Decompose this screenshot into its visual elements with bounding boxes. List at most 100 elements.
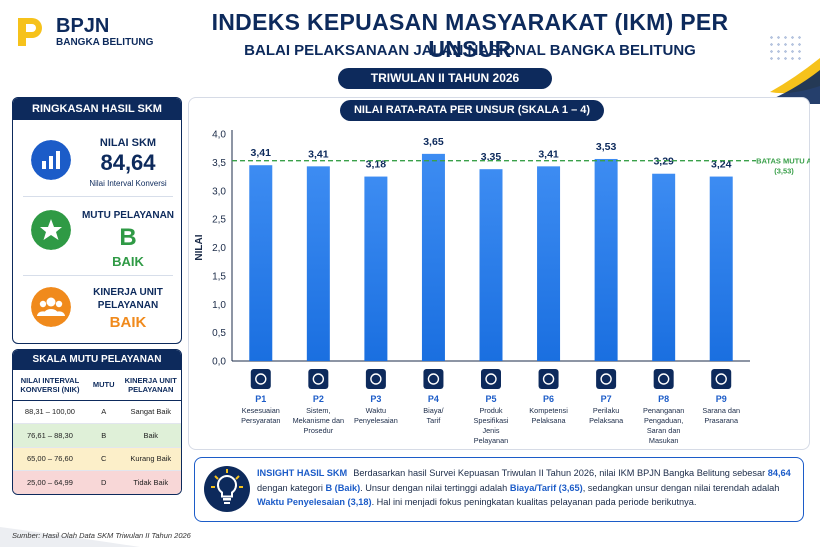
summary-heading: RINGKASAN HASIL SKM [13, 98, 181, 120]
category-name: Jenis [482, 426, 499, 435]
category-name: Pengaduan, [644, 416, 683, 425]
clock-icon [365, 369, 386, 389]
users-icon [31, 287, 71, 327]
scale-table: NILAI INTERVAL KONVERSI (NIK) MUTU KINER… [13, 370, 181, 494]
col-header-kinerja: KINERJA UNIT PELAYANAN [120, 370, 181, 401]
category-name: Kesesuaian [242, 406, 280, 415]
bar-p4 [421, 153, 445, 361]
logo-name: BPJN [56, 14, 110, 37]
value-label: 3,18 [366, 159, 387, 171]
category-name: Tarif [427, 416, 442, 425]
insight-box: INSIGHT HASIL SKM Berdasarkan hasil Surve… [194, 457, 804, 522]
value-label: 3,41 [308, 148, 329, 160]
category-name: Penyelesaian [354, 416, 398, 425]
category-name: Mekanisme dan [293, 416, 345, 425]
bar-chart: 0,0 0,5 1,0 1,5 2,0 2,5 3,0 3,5 4,0 NILAI 3,41 P1 Ke… [194, 130, 810, 446]
users-icon [596, 369, 617, 389]
table-row: 25,00 – 64,99 D Tidak Baik [13, 470, 181, 494]
table-row: 88,31 – 100,00 A Sangat Baik [13, 399, 181, 424]
bar-p2 [306, 166, 330, 361]
source-note: Sumber: Hasil Olah Data SKM Triwulan II … [12, 531, 191, 540]
category-name: Pelaksana [589, 416, 624, 425]
icon-glyph [715, 373, 727, 385]
x-tick-label: P7 [601, 394, 612, 404]
gears-icon [308, 369, 329, 389]
bar-p6 [537, 166, 561, 361]
col-header-nik: NILAI INTERVAL KONVERSI (NIK) [13, 370, 87, 401]
icon-glyph [427, 373, 440, 385]
value-label: 3,65 [423, 136, 444, 148]
mutu-word: BAIK [112, 254, 144, 269]
kinerja-value: BAIK [109, 314, 147, 331]
divider [23, 196, 173, 197]
x-tick-label: P4 [428, 394, 439, 404]
mutu-label: MUTU PELAYANAN [81, 210, 175, 221]
insight-heading: INSIGHT HASIL SKM [257, 468, 348, 478]
col-header-mutu: MUTU [86, 370, 121, 401]
logo: BPJN BANGKA BELITUNG [14, 14, 153, 50]
icon-glyph [255, 373, 267, 385]
y-tick-label: 3,5 [212, 158, 226, 169]
kinerja-label-2: PELAYANAN [97, 300, 159, 311]
y-tick-label: 2,0 [212, 243, 226, 254]
category-name: Prasarana [704, 416, 739, 425]
bar-chart-icon [31, 140, 71, 180]
table-cell-mutu: A [86, 399, 121, 424]
y-axis-label: NILAI [194, 234, 205, 260]
mutu-value: B [119, 224, 137, 251]
nilai-skm-value: 84,64 [100, 150, 156, 175]
nilai-skm-label: NILAI SKM [99, 137, 157, 149]
y-tick-label: 1,5 [212, 271, 226, 282]
y-tick-label: 4,0 [212, 130, 226, 141]
table-cell-mutu: B [86, 423, 121, 447]
star-icon [31, 210, 71, 250]
category-name: Spesifikasi [474, 416, 509, 425]
icon-glyph [657, 373, 670, 385]
kinerja-label-1: KINERJA UNIT [93, 287, 163, 298]
x-tick-label: P8 [658, 394, 669, 404]
table-cell-kinerja: Sangat Baik [120, 399, 181, 424]
category-name: Kompetensi [529, 406, 568, 415]
value-label: 3,41 [251, 147, 272, 159]
category-name: Waktu [366, 406, 386, 415]
y-tick-label: 2,5 [212, 215, 226, 226]
bar-p9 [709, 176, 733, 361]
table-cell-kinerja: Kurang Baik [120, 446, 181, 471]
bottom-wave-decoration [0, 527, 140, 547]
category-name: Sistem, [306, 406, 330, 415]
table-cell-mutu: C [86, 446, 121, 471]
scale-heading: SKALA MUTU PELAYANAN [13, 350, 181, 370]
bar-p8 [652, 173, 676, 361]
category-name: Saran dan [647, 426, 681, 435]
x-tick-label: P9 [716, 394, 727, 404]
category-name: Biaya/ [423, 406, 444, 415]
icon-glyph [600, 373, 612, 385]
icon-glyph [370, 373, 382, 385]
table-cell-nik: 25,00 – 64,99 [13, 470, 87, 494]
x-tick-label: P3 [370, 394, 381, 404]
icon-glyph [312, 373, 325, 385]
page-title: INDEKS KEPUASAN MASYARAKAT (IKM) PER UNS… [211, 9, 729, 62]
value-label: 3,53 [596, 141, 617, 153]
bpjn-logo-icon [18, 18, 42, 46]
x-tick-label: P6 [543, 394, 554, 404]
page-subtitle: BALAI PELAKSANAAN JALAN NASIONAL BANGKA … [244, 42, 696, 59]
bar-p3 [364, 176, 388, 361]
table-row: 65,00 – 76,60 C Kurang Baik [13, 446, 181, 471]
corner-wave-decoration [760, 58, 820, 104]
y-tick-label: 0,5 [212, 328, 226, 339]
bar-p5 [479, 169, 503, 361]
icon-glyph [485, 373, 497, 385]
y-tick-label: 0,0 [212, 357, 226, 368]
clipboard-icon [250, 369, 271, 389]
table-cell-nik: 76,61 – 88,30 [13, 423, 87, 447]
summary-card: RINGKASAN HASIL SKM NILAI SKM 84,64 Nila… [12, 97, 182, 344]
category-name: Prosedur [304, 426, 334, 435]
divider [23, 275, 173, 276]
value-label: 3,41 [538, 148, 559, 160]
logo-subtitle: BANGKA BELITUNG [56, 36, 154, 48]
threshold-label: BATAS MUTU A [756, 157, 810, 166]
icon-glyph [542, 373, 555, 385]
money-icon [423, 369, 444, 389]
category-name: Pelaksana [532, 416, 567, 425]
